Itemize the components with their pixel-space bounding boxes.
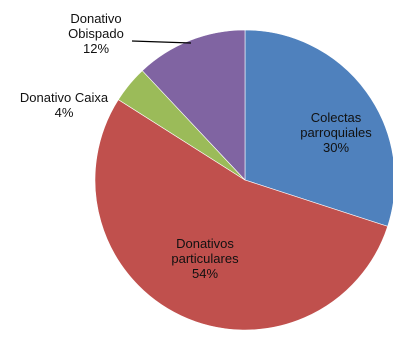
slice-percent-caixa: 4% xyxy=(54,105,74,120)
slice-label-colectas-line2: parroquiales xyxy=(300,125,372,140)
slice-percent-particulares: 54% xyxy=(191,266,219,281)
slice-label-colectas-line1: Colectas xyxy=(310,110,362,125)
slice-label-particulares-line2: particulares xyxy=(171,251,239,266)
slice-label-particulares-line1: Donativos xyxy=(176,236,234,251)
slice-label-obispado-line2: Obispado xyxy=(68,26,124,41)
pie-slice-obispado xyxy=(141,29,246,181)
slice-label-particulares: Donativos particulares 54% xyxy=(145,236,265,281)
pie-slice-colectas xyxy=(244,29,393,227)
slice-label-colectas: Colectas parroquiales 30% xyxy=(276,110,393,155)
slice-label-obispado: Donativo Obispado 12% xyxy=(36,11,156,56)
pie-slices xyxy=(94,29,393,331)
slice-percent-colectas: 30% xyxy=(322,140,350,155)
slice-label-caixa-line1: Donativo Caixa xyxy=(19,90,109,105)
pie-slice-particulares xyxy=(94,99,389,331)
slice-label-caixa: Donativo Caixa 4% xyxy=(4,90,124,120)
slice-percent-obispado: 12% xyxy=(82,41,110,56)
obispado-leader-line xyxy=(131,40,192,44)
slice-label-obispado-line1: Donativo xyxy=(70,11,122,26)
